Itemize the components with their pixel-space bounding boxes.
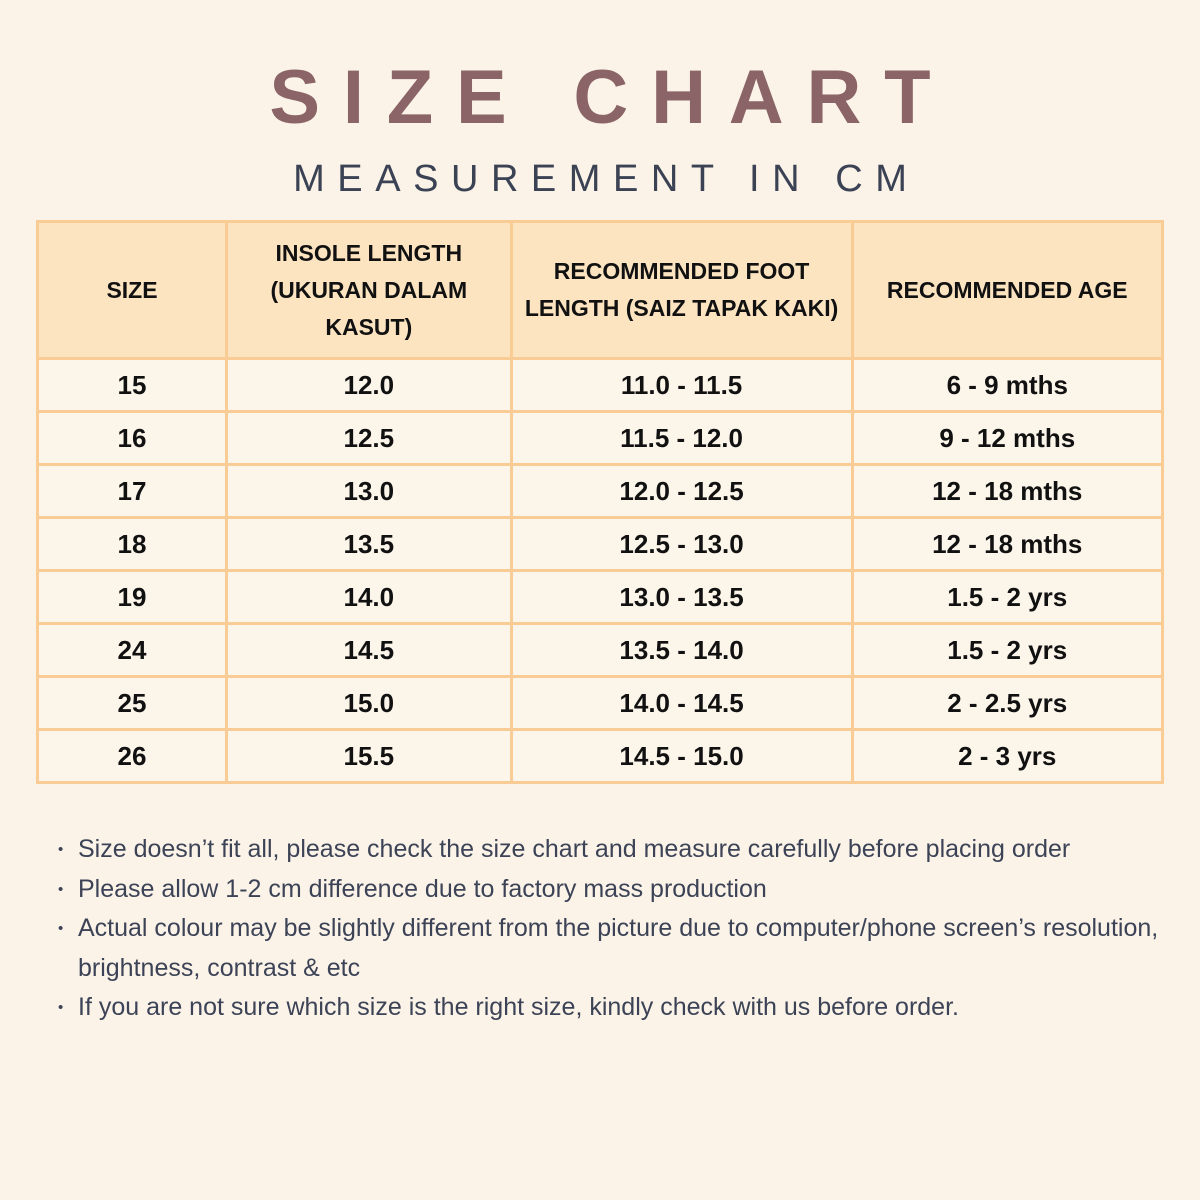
cell-age: 2 - 3 yrs: [850, 728, 1164, 785]
column-header-foot-length: RECOMMENDED FOOT LENGTH (SAIZ TAPAK KAKI…: [509, 219, 854, 361]
cell-size: 16: [36, 410, 228, 467]
bullet-dot-icon: •: [58, 920, 64, 938]
note-text: Size doesn’t fit all, please check the s…: [78, 835, 1071, 864]
size-chart-table: SIZE INSOLE LENGTH (UKURAN DALAM KASUT) …: [36, 219, 1164, 785]
cell-size: 15: [36, 357, 228, 414]
table-row: 18 13.5 12.5 - 13.0 12 - 18 mths: [36, 516, 1164, 573]
note-text: Actual colour may be slightly different …: [78, 914, 1159, 982]
table-body: 15 12.0 11.0 - 11.5 6 - 9 mths 16 12.5 1…: [36, 357, 1164, 785]
cell-insole: 14.0: [225, 569, 513, 626]
cell-insole: 15.0: [225, 675, 513, 732]
note-item: • If you are not sure which size is the …: [58, 988, 1183, 1028]
table-row: 17 13.0 12.0 - 12.5 12 - 18 mths: [36, 463, 1164, 520]
cell-insole: 12.0: [225, 357, 513, 414]
table-row: 26 15.5 14.5 - 15.0 2 - 3 yrs: [36, 728, 1164, 785]
bullet-dot-icon: •: [58, 999, 64, 1017]
note-item: • Size doesn’t fit all, please check the…: [58, 830, 1183, 870]
cell-age: 6 - 9 mths: [850, 357, 1164, 414]
table-header: SIZE INSOLE LENGTH (UKURAN DALAM KASUT) …: [36, 219, 1164, 361]
bullet-dot-icon: •: [58, 841, 64, 859]
table-row: 16 12.5 11.5 - 12.0 9 - 12 mths: [36, 410, 1164, 467]
note-item: • Please allow 1-2 cm difference due to …: [58, 870, 1183, 910]
cell-foot: 14.5 - 15.0: [509, 728, 854, 785]
note-text: Please allow 1-2 cm difference due to fa…: [78, 874, 767, 903]
cell-age: 2 - 2.5 yrs: [850, 675, 1164, 732]
cell-foot: 12.5 - 13.0: [509, 516, 854, 573]
cell-foot: 11.0 - 11.5: [509, 357, 854, 414]
cell-insole: 14.5: [225, 622, 513, 679]
cell-foot: 12.0 - 12.5: [509, 463, 854, 520]
table-row: 15 12.0 11.0 - 11.5 6 - 9 mths: [36, 357, 1164, 414]
table-row: 25 15.0 14.0 - 14.5 2 - 2.5 yrs: [36, 675, 1164, 732]
cell-foot: 13.0 - 13.5: [509, 569, 854, 626]
cell-age: 12 - 18 mths: [850, 463, 1164, 520]
notes-list: • Size doesn’t fit all, please check the…: [58, 830, 1183, 1028]
page-title: SIZE CHART: [269, 55, 954, 140]
cell-size: 25: [36, 675, 228, 732]
cell-foot: 11.5 - 12.0: [509, 410, 854, 467]
column-header-size: SIZE: [36, 219, 228, 361]
table-row: 19 14.0 13.0 - 13.5 1.5 - 2 yrs: [36, 569, 1164, 626]
cell-size: 18: [36, 516, 228, 573]
cell-insole: 13.5: [225, 516, 513, 573]
column-header-insole-length: INSOLE LENGTH (UKURAN DALAM KASUT): [225, 219, 513, 361]
cell-size: 17: [36, 463, 228, 520]
cell-insole: 12.5: [225, 410, 513, 467]
cell-foot: 13.5 - 14.0: [509, 622, 854, 679]
page-subtitle: MEASUREMENT IN CM: [293, 158, 920, 200]
bullet-dot-icon: •: [58, 880, 64, 898]
note-text: If you are not sure which size is the ri…: [78, 993, 959, 1022]
note-item: • Actual colour may be slightly differen…: [58, 909, 1183, 988]
cell-foot: 14.0 - 14.5: [509, 675, 854, 732]
cell-size: 19: [36, 569, 228, 626]
table-header-row: SIZE INSOLE LENGTH (UKURAN DALAM KASUT) …: [36, 219, 1164, 361]
cell-insole: 15.5: [225, 728, 513, 785]
table-row: 24 14.5 13.5 - 14.0 1.5 - 2 yrs: [36, 622, 1164, 679]
column-header-recommended-age: RECOMMENDED AGE: [850, 219, 1164, 361]
cell-age: 1.5 - 2 yrs: [850, 622, 1164, 679]
cell-age: 12 - 18 mths: [850, 516, 1164, 573]
cell-size: 26: [36, 728, 228, 785]
cell-age: 1.5 - 2 yrs: [850, 569, 1164, 626]
cell-size: 24: [36, 622, 228, 679]
cell-age: 9 - 12 mths: [850, 410, 1164, 467]
cell-insole: 13.0: [225, 463, 513, 520]
